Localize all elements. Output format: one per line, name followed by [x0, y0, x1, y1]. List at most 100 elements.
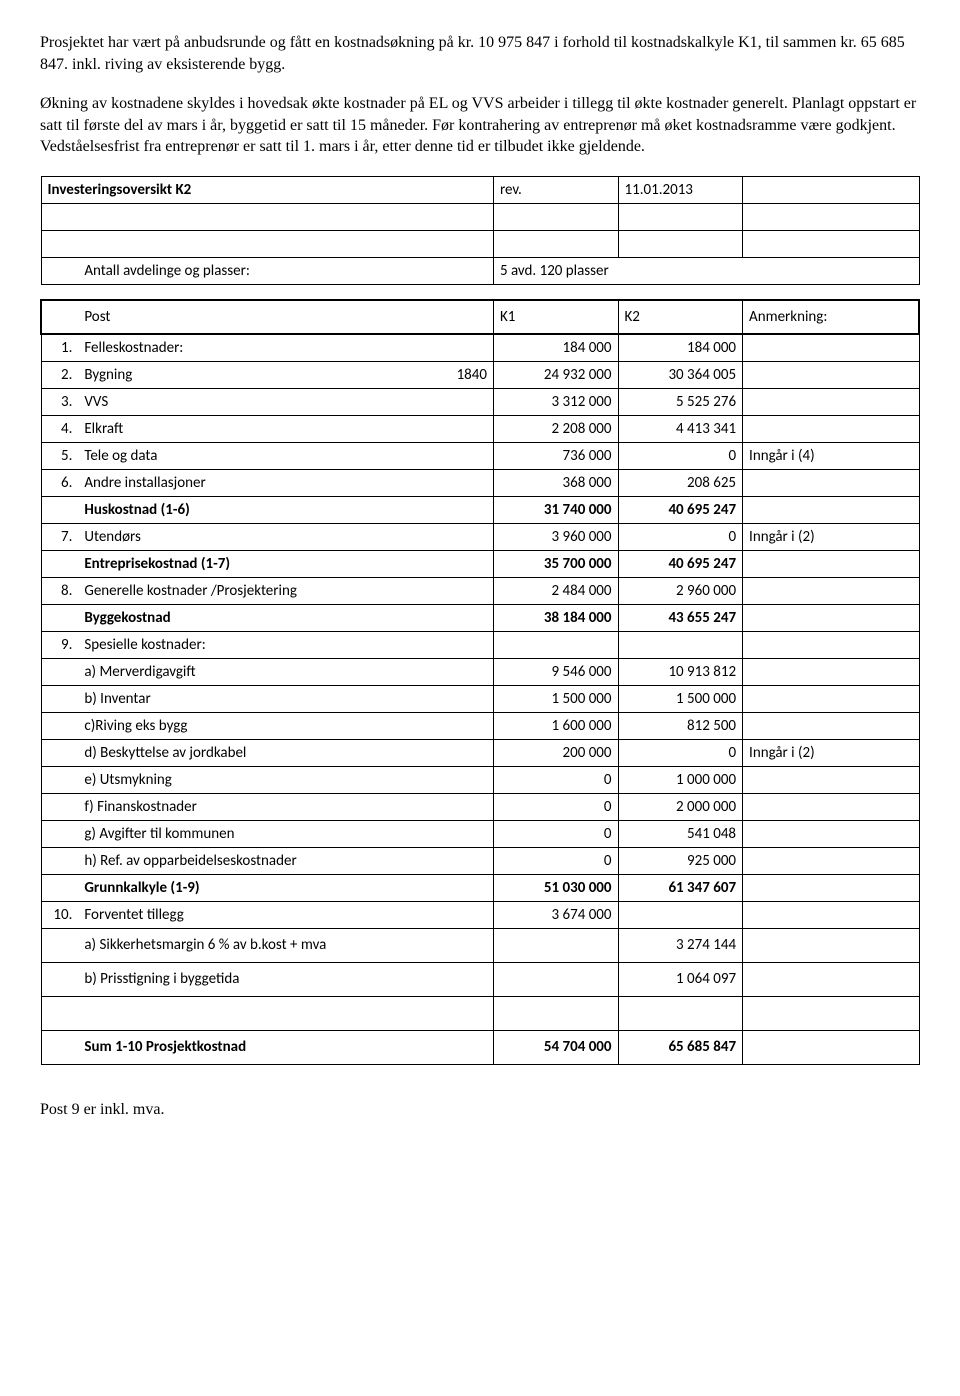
row-k1: 3 674 000: [493, 901, 618, 928]
investment-table: Investeringsoversikt K2rev.11.01.2013Ant…: [40, 176, 920, 1065]
row-desc: Utendørs: [78, 523, 420, 550]
row-desc: d) Beskyttelse av jordkabel: [78, 739, 420, 766]
row-k2: 2 960 000: [618, 577, 743, 604]
row-k1: 1 600 000: [493, 712, 618, 739]
row-desc: [78, 996, 420, 1030]
row-desc: Felleskostnader:: [78, 334, 420, 362]
row-desc: VVS: [78, 388, 420, 415]
row-anm: [743, 996, 919, 1030]
row-k2: 1 500 000: [618, 685, 743, 712]
row-extra: [421, 820, 494, 847]
row-k1: 184 000: [493, 334, 618, 362]
row-num: [41, 962, 78, 996]
row-anm: [743, 361, 919, 388]
antall-label: Antall avdelinge og plasser:: [78, 257, 420, 284]
row-desc: Forventet tillegg: [78, 901, 420, 928]
row-desc: f) Finanskostnader: [78, 793, 420, 820]
row-extra: [421, 928, 494, 962]
row-desc: Elkraft: [78, 415, 420, 442]
row-k2: 4 413 341: [618, 415, 743, 442]
row-k1: [493, 996, 618, 1030]
row-extra: [421, 739, 494, 766]
row-anm: [743, 928, 919, 962]
row-k2: 1 064 097: [618, 962, 743, 996]
row-anm: [743, 631, 919, 658]
row-k1: 200 000: [493, 739, 618, 766]
antall-value: 5 avd. 120 plasser: [493, 257, 742, 284]
row-num: [41, 1030, 78, 1064]
row-anm: Inngår i (2): [743, 739, 919, 766]
row-k2: 0: [618, 442, 743, 469]
row-anm: [743, 334, 919, 362]
row-extra: 1840: [421, 361, 494, 388]
row-extra: [421, 631, 494, 658]
row-anm: [743, 496, 919, 523]
row-anm: Inngår i (2): [743, 523, 919, 550]
paragraph-1: Prosjektet har vært på anbudsrunde og få…: [40, 32, 920, 75]
row-extra: [421, 658, 494, 685]
row-desc: Entreprisekostnad (1-7): [78, 550, 420, 577]
row-k2: [618, 996, 743, 1030]
row-k2: 0: [618, 739, 743, 766]
rev-label: rev.: [493, 176, 618, 203]
row-anm: [743, 388, 919, 415]
row-extra: [421, 550, 494, 577]
row-extra: [421, 442, 494, 469]
row-anm: [743, 820, 919, 847]
row-num: [41, 793, 78, 820]
row-k2: 925 000: [618, 847, 743, 874]
row-k2: 1 000 000: [618, 766, 743, 793]
row-num: 4.: [41, 415, 78, 442]
row-k1: [493, 962, 618, 996]
row-desc: Tele og data: [78, 442, 420, 469]
row-k2: 61 347 607: [618, 874, 743, 901]
row-k1: 0: [493, 793, 618, 820]
row-num: [41, 739, 78, 766]
row-extra: [421, 685, 494, 712]
row-k1: 35 700 000: [493, 550, 618, 577]
row-desc: e) Utsmykning: [78, 766, 420, 793]
row-extra: [421, 996, 494, 1030]
row-num: [41, 766, 78, 793]
row-anm: [743, 712, 919, 739]
row-k2: 2 000 000: [618, 793, 743, 820]
row-k2: 40 695 247: [618, 550, 743, 577]
row-k2: 5 525 276: [618, 388, 743, 415]
row-anm: [743, 1030, 919, 1064]
row-k2: 541 048: [618, 820, 743, 847]
row-anm: [743, 685, 919, 712]
row-extra: [421, 334, 494, 362]
row-extra: [421, 962, 494, 996]
row-desc: a) Merverdigavgift: [78, 658, 420, 685]
row-desc: h) Ref. av opparbeidelseskostnader: [78, 847, 420, 874]
row-k1: [493, 631, 618, 658]
row-num: [41, 658, 78, 685]
row-extra: [421, 604, 494, 631]
row-num: 5.: [41, 442, 78, 469]
row-extra: [421, 496, 494, 523]
row-extra: [421, 712, 494, 739]
row-k1: 0: [493, 820, 618, 847]
row-extra: [421, 415, 494, 442]
row-num: 6.: [41, 469, 78, 496]
row-k1: 31 740 000: [493, 496, 618, 523]
row-desc: Generelle kostnader /Prosjektering: [78, 577, 420, 604]
row-k2: 10 913 812: [618, 658, 743, 685]
row-k2: 3 274 144: [618, 928, 743, 962]
rev-date: 11.01.2013: [618, 176, 743, 203]
row-k2: 30 364 005: [618, 361, 743, 388]
row-desc: a) Sikkerhetsmargin 6 % av b.kost + mva: [78, 928, 420, 962]
row-k1: 3 960 000: [493, 523, 618, 550]
row-extra: [421, 901, 494, 928]
row-anm: [743, 766, 919, 793]
row-num: 2.: [41, 361, 78, 388]
row-anm: [743, 901, 919, 928]
row-num: 10.: [41, 901, 78, 928]
row-anm: [743, 604, 919, 631]
row-anm: [743, 658, 919, 685]
row-k2: [618, 901, 743, 928]
row-desc: Andre installasjoner: [78, 469, 420, 496]
row-k1: 3 312 000: [493, 388, 618, 415]
row-extra: [421, 523, 494, 550]
row-num: [41, 604, 78, 631]
